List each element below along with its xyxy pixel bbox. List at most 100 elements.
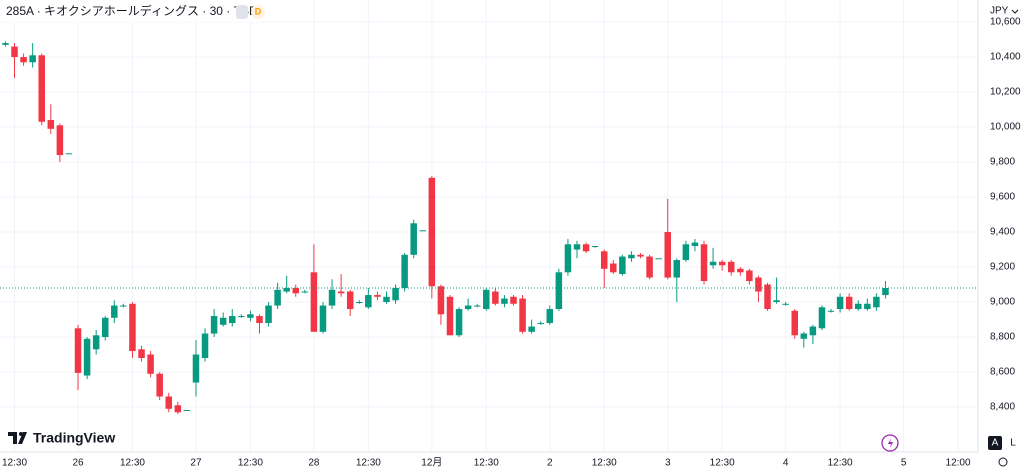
candle-body	[419, 230, 427, 232]
candle-body	[401, 254, 408, 289]
candle-body	[111, 305, 118, 318]
candle-body	[74, 328, 82, 373]
candle-body	[365, 295, 372, 308]
x-tick-label: 27	[190, 458, 202, 469]
candle-body	[2, 43, 9, 45]
x-tick-label: 12:30	[238, 458, 263, 469]
candle-body	[546, 309, 554, 324]
y-tick-label: 9,200	[990, 262, 1015, 273]
candle-body	[156, 373, 163, 397]
candle-body	[283, 288, 290, 292]
candle-body	[591, 246, 599, 248]
candle-body	[174, 405, 182, 413]
x-tick-label: 4	[783, 458, 789, 469]
candle-body	[510, 296, 517, 304]
candle-body	[528, 326, 535, 332]
candle-body	[619, 256, 626, 275]
badge-circle	[251, 5, 265, 19]
candle-body	[537, 323, 544, 325]
candle-body	[646, 256, 653, 278]
candle-body	[700, 244, 708, 282]
candle-body	[138, 349, 145, 359]
candle-body	[573, 244, 581, 250]
candle-body	[737, 268, 744, 273]
auto-label[interactable]: A	[992, 438, 999, 449]
auto-button[interactable]	[988, 436, 1002, 450]
candle-body	[328, 289, 336, 306]
candle-body	[600, 251, 608, 269]
x-tick-label: 12:30	[2, 458, 27, 469]
candle-body	[655, 258, 662, 260]
y-tick-label: 10,000	[990, 122, 1021, 133]
symbol-title: 285A · キオクシアホールディングス · 30 · TSE	[6, 3, 257, 18]
y-tick-label: 10,200	[990, 87, 1021, 98]
candle-body	[755, 277, 762, 292]
candle-body	[129, 303, 136, 352]
candle-body	[319, 305, 327, 332]
candle-body	[873, 296, 880, 308]
y-tick-label: 8,400	[990, 402, 1015, 413]
candle-body	[183, 410, 191, 412]
candle-body	[455, 309, 463, 336]
candle-body	[764, 284, 771, 310]
candle-body	[501, 298, 508, 304]
candle-body	[346, 291, 354, 310]
candle-body	[101, 317, 109, 338]
candle-body	[555, 272, 563, 310]
candle-body	[718, 261, 726, 266]
log-label[interactable]: L	[1010, 438, 1016, 449]
x-tick-label: 12:30	[120, 458, 145, 469]
candle-body	[210, 316, 218, 334]
candle-body	[791, 310, 798, 336]
y-tick-label: 9,600	[990, 192, 1015, 203]
currency-bg[interactable]	[980, 2, 1022, 20]
candle-body	[192, 354, 200, 383]
candle-body	[782, 303, 789, 305]
alert-bolt	[888, 438, 893, 448]
candle-body	[274, 289, 281, 306]
candle-body	[11, 46, 18, 58]
x-tick-label: 12:30	[356, 458, 381, 469]
logo: TradingView	[8, 430, 115, 446]
currency[interactable]: JPY	[990, 6, 1009, 17]
candle-body	[446, 296, 454, 336]
settings-icon[interactable]	[998, 457, 1008, 467]
candle-body	[836, 296, 844, 310]
candle-body	[238, 316, 245, 318]
x-tick-label: 12月	[421, 457, 442, 469]
x-tick-label: 26	[72, 458, 84, 469]
candle-body	[374, 295, 381, 297]
candle-body	[882, 288, 889, 296]
candle-body	[582, 244, 590, 252]
candle-body	[437, 286, 445, 315]
candle-body	[337, 291, 345, 294]
y-tick-label: 10,400	[990, 52, 1021, 63]
candle-body	[682, 244, 690, 261]
candle-body	[310, 272, 318, 332]
candle-body	[610, 263, 617, 273]
candle-body	[864, 303, 871, 310]
x-tick-label: 2	[547, 458, 553, 469]
candle-body	[92, 335, 100, 350]
candle-body	[247, 314, 254, 318]
candle-body	[201, 333, 209, 359]
candle-body	[292, 288, 300, 294]
candle-body	[219, 317, 227, 325]
x-tick-label: 12:30	[710, 458, 735, 469]
candle-body	[773, 300, 780, 303]
candle-body	[746, 270, 753, 282]
dropdown-arrow	[1011, 9, 1019, 14]
y-tick-label: 9,400	[990, 227, 1015, 238]
x-tick-label: 12:30	[592, 458, 617, 469]
x-tick-label: 3	[665, 458, 671, 469]
candle-body	[265, 305, 272, 324]
candle-body	[147, 354, 154, 374]
candle-body	[38, 55, 45, 122]
candle-body	[428, 177, 436, 287]
candle-body	[800, 333, 808, 339]
x-tick-label: 12:00	[946, 458, 971, 469]
candle-body	[65, 153, 73, 155]
y-tick-label: 8,800	[990, 332, 1015, 343]
